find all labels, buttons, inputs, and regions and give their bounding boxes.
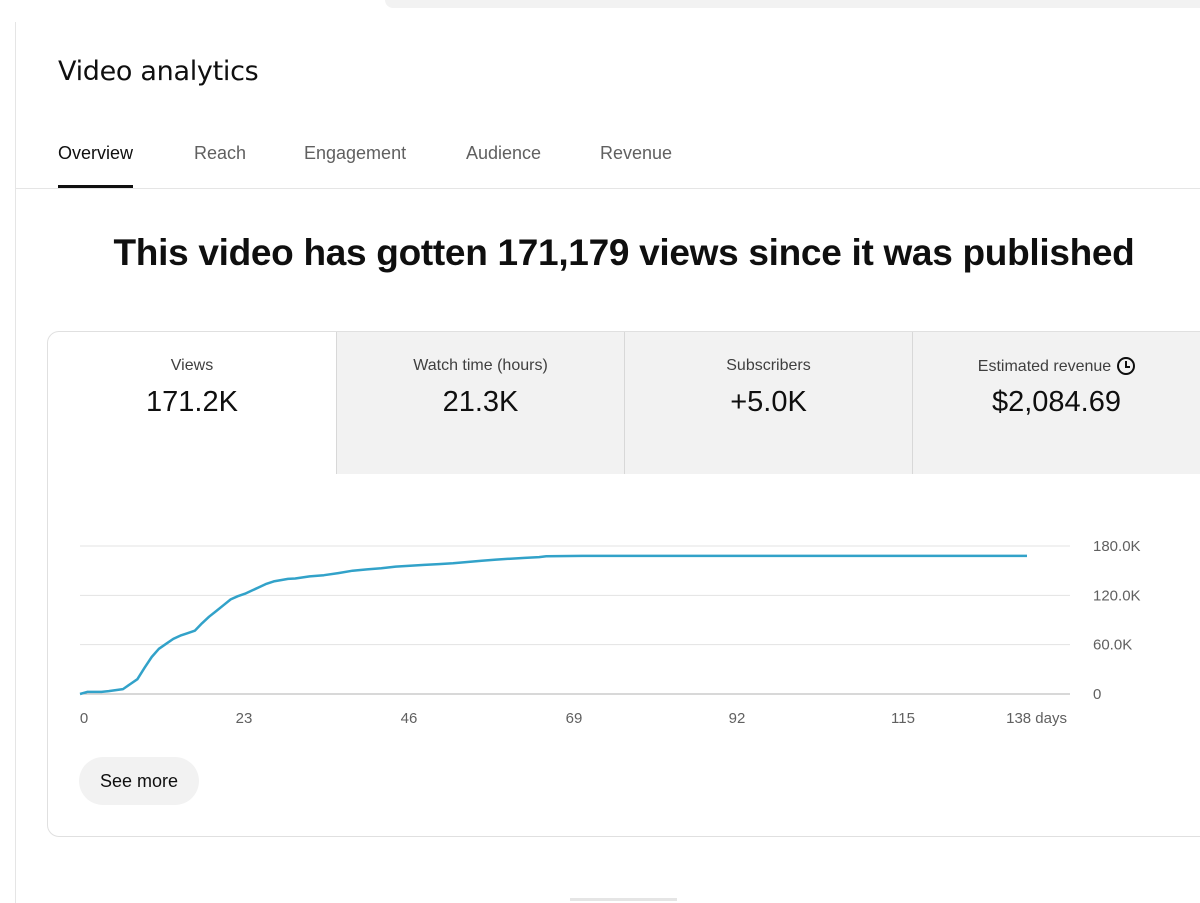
views-series-line: [79, 554, 1027, 696]
y-tick-label: 60.0K: [1093, 637, 1132, 654]
metric-watch-time[interactable]: Watch time (hours) 21.3K: [336, 332, 624, 474]
clock-icon[interactable]: [1117, 357, 1136, 375]
x-tick-label: 0: [80, 710, 88, 727]
page-title: Video analytics: [58, 56, 259, 87]
tab-audience[interactable]: Audience: [466, 143, 542, 163]
x-tick-label: 138 days: [1006, 710, 1067, 727]
metric-label: Views: [170, 357, 214, 374]
x-tick-label: 92: [729, 710, 746, 727]
metric-label-row: Estimated revenue: [913, 357, 1200, 376]
y-tick-label: 180.0K: [1093, 538, 1141, 555]
y-tick-label: 0: [1093, 686, 1101, 703]
metric-label: Estimated revenue: [977, 358, 1112, 375]
tab-reach[interactable]: Reach: [194, 143, 247, 163]
metric-value: $2,084.69: [991, 386, 1121, 418]
tab-revenue[interactable]: Revenue: [600, 143, 673, 163]
x-tick-label: 69: [566, 710, 583, 727]
tab-engagement[interactable]: Engagement: [304, 143, 407, 163]
see-more-button[interactable]: See more: [79, 757, 199, 805]
y-tick-label: 120.0K: [1093, 587, 1141, 604]
metric-label: Watch time (hours): [413, 357, 548, 374]
tabs-divider: [16, 188, 1200, 189]
metric-views[interactable]: Views 171.2K: [48, 332, 336, 474]
x-tick-label: 46: [401, 710, 418, 727]
metric-value: 171.2K: [146, 386, 238, 418]
metric-estimated-revenue[interactable]: Estimated revenue $2,084.69: [912, 332, 1200, 474]
views-headline: This video has gotten 171,179 views sinc…: [113, 232, 1135, 273]
views-line-chart[interactable]: 0 60.0K 120.0K 180.0K 0 23 46 69 92 115 138 days: [48, 332, 1200, 752]
metric-subscribers[interactable]: Subscribers +5.0K: [624, 332, 912, 474]
metric-label: Subscribers: [726, 357, 811, 374]
bottom-indicator: [570, 898, 677, 901]
overview-card: Views 171.2K Watch time (hours) 21.3K Su…: [47, 331, 1200, 837]
x-tick-label: 23: [236, 710, 253, 727]
x-tick-label: 115: [891, 710, 915, 727]
metric-value: +5.0K: [730, 386, 807, 418]
metric-value: 21.3K: [442, 386, 519, 418]
tab-overview[interactable]: Overview: [58, 143, 134, 188]
left-divider: [15, 22, 16, 903]
top-search-strip: [385, 0, 1200, 8]
